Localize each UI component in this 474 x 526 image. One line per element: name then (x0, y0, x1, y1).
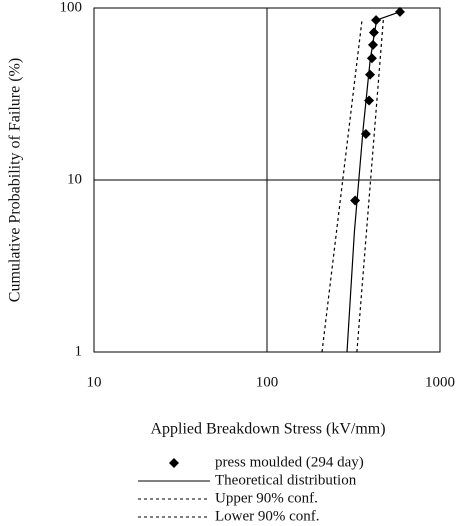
x-tick-label: 1000 (425, 374, 455, 390)
y-tick-label: 1 (75, 343, 83, 359)
legend-marker (169, 458, 179, 468)
legend-label: press moulded (294 day) (215, 454, 364, 470)
data-point (368, 27, 379, 38)
y-tick-label: 10 (67, 171, 82, 187)
x-tick-label: 100 (256, 374, 279, 390)
x-axis-label: Applied Breakdown Stress (kV/mm) (150, 421, 385, 438)
y-tick-label: 100 (60, 0, 83, 15)
data-point (350, 195, 361, 206)
y-axis-label: Cumulative Probability of Failure (%) (7, 58, 24, 302)
legend-label: Theoretical distribution (215, 472, 357, 488)
data-point (365, 69, 376, 80)
x-tick-label: 10 (87, 374, 102, 390)
legend-label: Lower 90% conf. (215, 508, 320, 524)
data-point (366, 53, 377, 64)
series-line (321, 20, 363, 353)
series-line (346, 11, 401, 353)
series-line (356, 20, 384, 353)
legend-label: Upper 90% conf. (215, 490, 318, 506)
